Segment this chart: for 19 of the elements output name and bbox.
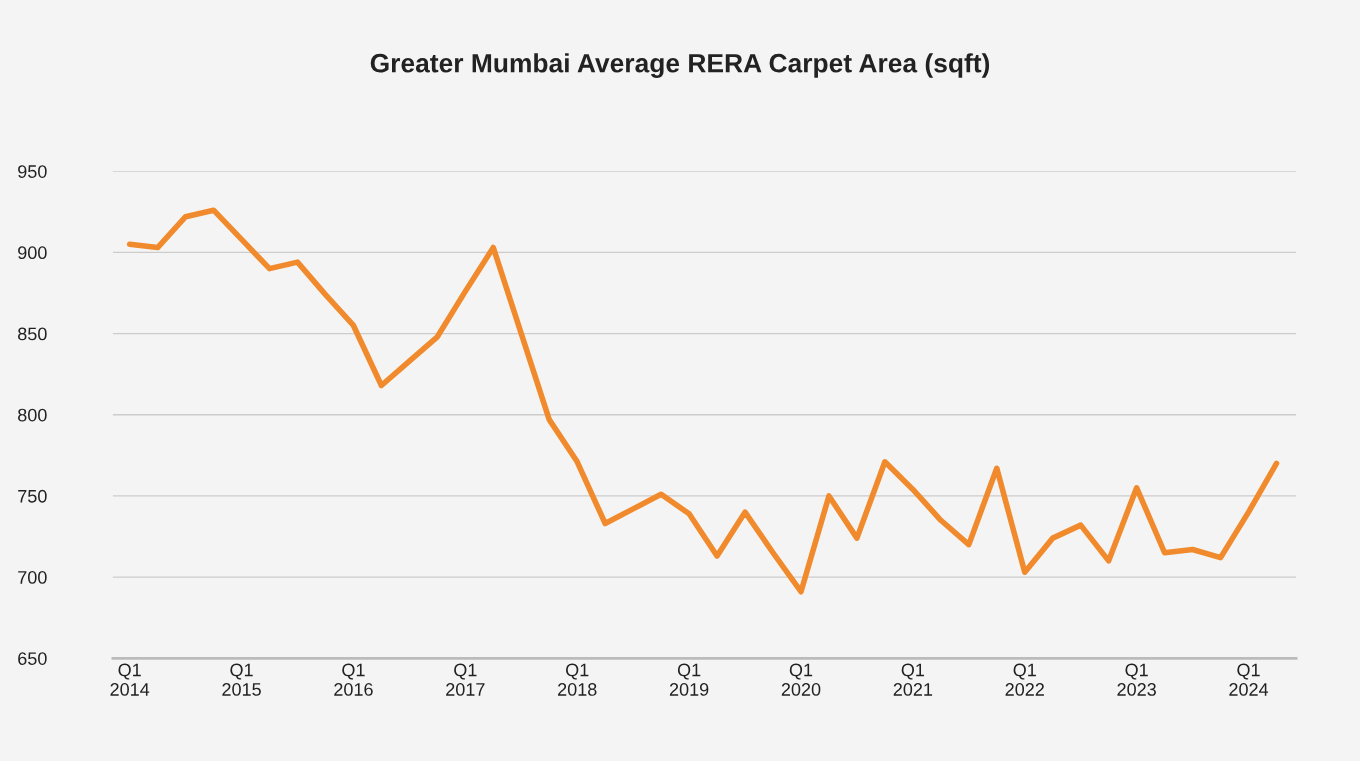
x-tick-label: Q1 2024 <box>1229 663 1269 696</box>
y-tick-label: 850 <box>18 327 47 341</box>
x-tick-label: Q1 2020 <box>781 663 821 696</box>
y-tick-label: 750 <box>18 489 47 503</box>
x-tick-label: Q1 2023 <box>1117 663 1156 696</box>
y-tick-label: 900 <box>18 246 47 260</box>
x-tick-label: Q1 2016 <box>334 663 373 696</box>
x-tick-label: Q1 2017 <box>446 663 485 696</box>
y-tick-label: 950 <box>18 165 47 178</box>
chart-title: Greater Mumbai Average RERA Carpet Area (sqft) <box>370 53 990 78</box>
x-tick-label: Q1 2019 <box>669 663 709 696</box>
x-tick-label: Q1 2014 <box>110 663 150 696</box>
x-tick-label: Q1 2018 <box>558 663 597 696</box>
x-tick-label: Q1 2022 <box>1005 663 1044 696</box>
x-tick-label: Q1 2021 <box>893 663 933 696</box>
y-tick-label: 700 <box>18 571 47 584</box>
x-tick-label: Q1 2015 <box>222 663 261 696</box>
y-tick-label: 800 <box>18 408 47 422</box>
y-tick-label: 650 <box>18 652 47 665</box>
